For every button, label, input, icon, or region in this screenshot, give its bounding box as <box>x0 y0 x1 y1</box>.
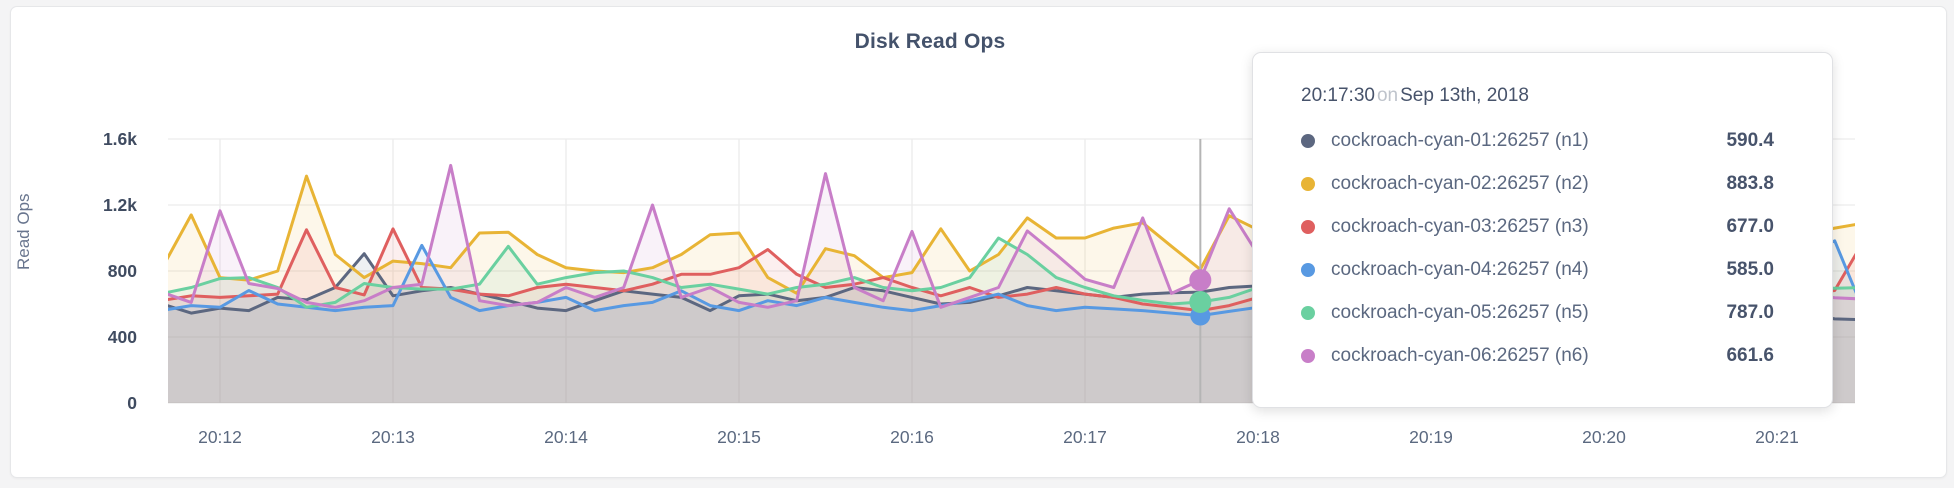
x-tick-label: 20:17 <box>1063 427 1107 447</box>
series-name: cockroach-cyan-02:26257 (n2) <box>1331 172 1589 194</box>
x-tick-label: 20:15 <box>717 427 761 447</box>
tooltip-time: 20:17:30 <box>1301 85 1375 106</box>
y-tick-label: 1.6k <box>103 129 137 149</box>
tooltip-row: cockroach-cyan-01:26257 (n1) 590.4 <box>1301 119 1774 162</box>
x-tick-label: 20:16 <box>890 427 934 447</box>
series-name: cockroach-cyan-05:26257 (n5) <box>1331 301 1589 323</box>
y-axis-ticks: 0 400 800 1.2k 1.6k <box>103 129 137 413</box>
hover-dot-n5[interactable] <box>1189 291 1212 314</box>
series-color-dot <box>1301 133 1315 148</box>
series-value: 677.0 <box>1726 215 1774 237</box>
hover-tooltip: 20:17:30 on Sep 13th, 2018 cockroach-cyan-… <box>1252 52 1833 408</box>
x-tick-label: 20:20 <box>1582 427 1626 447</box>
tooltip-row: cockroach-cyan-03:26257 (n3) 677.0 <box>1301 205 1774 248</box>
tooltip-header: 20:17:30 on Sep 13th, 2018 <box>1301 83 1774 109</box>
tooltip-row: cockroach-cyan-04:26257 (n4) 585.0 <box>1301 248 1774 291</box>
series-color-dot <box>1301 305 1315 320</box>
tooltip-date: Sep 13th, 2018 <box>1400 85 1529 106</box>
series-name: cockroach-cyan-06:26257 (n6) <box>1331 344 1589 366</box>
tooltip-rows: cockroach-cyan-01:26257 (n1) 590.4 cockroa… <box>1301 119 1774 377</box>
series-value: 585.0 <box>1726 258 1774 280</box>
series-color-dot <box>1301 176 1315 191</box>
hover-dot-n6[interactable] <box>1189 269 1212 292</box>
tooltip-on-label: on <box>1376 85 1399 106</box>
y-tick-label: 0 <box>127 393 137 413</box>
x-tick-label: 20:18 <box>1236 427 1280 447</box>
series-color-dot <box>1301 262 1315 277</box>
x-tick-label: 20:19 <box>1409 427 1453 447</box>
x-tick-label: 20:12 <box>198 427 242 447</box>
series-value: 787.0 <box>1726 301 1774 323</box>
series-name: cockroach-cyan-01:26257 (n1) <box>1331 129 1589 151</box>
x-tick-label: 20:14 <box>544 427 588 447</box>
x-tick-label: 20:21 <box>1755 427 1799 447</box>
tooltip-row: cockroach-cyan-02:26257 (n2) 883.8 <box>1301 162 1774 205</box>
tooltip-row: cockroach-cyan-05:26257 (n5) 787.0 <box>1301 291 1774 334</box>
y-tick-label: 400 <box>108 327 137 347</box>
series-value: 590.4 <box>1726 129 1774 151</box>
y-tick-label: 800 <box>108 261 137 281</box>
x-tick-label: 20:13 <box>371 427 415 447</box>
tooltip-row: cockroach-cyan-06:26257 (n6) 661.6 <box>1301 334 1774 377</box>
series-name: cockroach-cyan-04:26257 (n4) <box>1331 258 1589 280</box>
y-tick-label: 1.2k <box>103 195 137 215</box>
x-axis-ticks: 20:12 20:13 20:14 20:15 20:16 20:17 20:18 20:19… <box>198 427 1799 447</box>
series-color-dot <box>1301 219 1315 234</box>
series-color-dot <box>1301 348 1315 363</box>
series-name: cockroach-cyan-03:26257 (n3) <box>1331 215 1589 237</box>
series-value: 661.6 <box>1726 344 1774 366</box>
series-value: 883.8 <box>1726 172 1774 194</box>
chart-title: Disk Read Ops <box>854 30 1006 53</box>
